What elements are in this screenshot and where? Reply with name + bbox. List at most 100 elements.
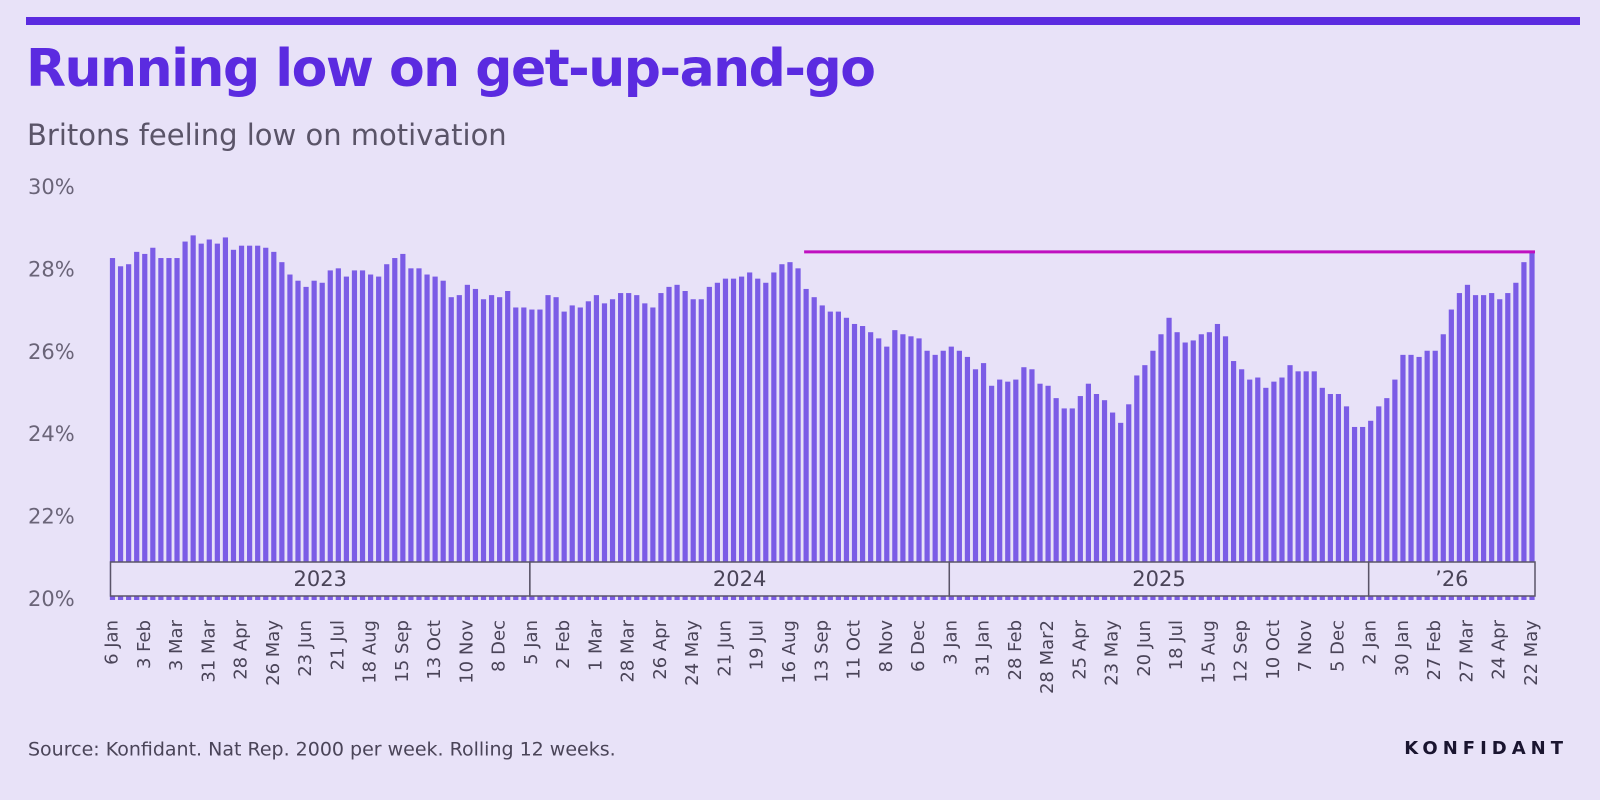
bar: [1416, 356, 1422, 600]
bar: [287, 274, 293, 600]
bar: [650, 307, 656, 600]
x-tick-label: 25 Apr: [1069, 619, 1090, 679]
bar: [1214, 323, 1221, 600]
bar: [835, 311, 841, 600]
bar: [1513, 282, 1519, 600]
bar: [964, 356, 971, 600]
x-tick-label: 10 Nov: [456, 620, 477, 684]
bar: [1174, 332, 1180, 600]
bar: [214, 243, 220, 600]
bar: [1521, 262, 1527, 600]
bar: [1150, 350, 1156, 600]
bar: [1239, 369, 1245, 600]
bar: [892, 330, 898, 600]
bar: [843, 317, 850, 600]
x-tick-label: 13 Oct: [424, 620, 445, 680]
x-tick-label: 19 Jul: [747, 620, 768, 670]
bar: [1392, 379, 1398, 600]
bar: [1279, 377, 1285, 600]
bar: [1360, 426, 1366, 600]
x-tick-label: 15 Aug: [1198, 620, 1219, 684]
x-tick-label: 6 Dec: [908, 620, 929, 672]
bar: [1142, 365, 1148, 600]
bar: [408, 268, 414, 600]
year-label: ’26: [1435, 567, 1468, 591]
bar: [972, 369, 979, 600]
bar: [1061, 408, 1067, 600]
x-tick-label: 20 Jun: [1134, 620, 1155, 677]
bar: [505, 291, 511, 600]
bar: [924, 350, 930, 600]
bar: [351, 270, 358, 600]
bar: [158, 258, 164, 600]
bar: [263, 247, 269, 601]
bar: [303, 286, 309, 600]
bar: [1110, 412, 1116, 600]
bar: [690, 299, 696, 600]
x-tick-label: 28 Mar2: [1037, 620, 1058, 694]
bar: [859, 326, 866, 600]
x-tick-label: 2 Feb: [553, 620, 574, 669]
bar: [658, 293, 664, 600]
bar: [1464, 284, 1471, 600]
bar: [230, 249, 237, 601]
bar: [714, 282, 721, 600]
bar: [771, 272, 777, 600]
bar: [464, 284, 470, 600]
bar: [1029, 369, 1035, 600]
x-tick-label: 3 Feb: [134, 620, 155, 669]
bar: [1303, 371, 1309, 600]
bar: [1045, 385, 1051, 600]
x-tick-label: 24 Apr: [1489, 619, 1510, 679]
x-tick-label: 26 May: [263, 620, 284, 686]
bar: [1489, 293, 1495, 600]
bar: [763, 282, 769, 600]
bar: [295, 280, 301, 600]
bar: [1077, 396, 1083, 600]
bar: [1448, 309, 1454, 600]
top-rule: [26, 17, 1580, 25]
bar: [335, 268, 341, 600]
bar: [738, 276, 745, 600]
bar: [432, 276, 438, 600]
bar: [989, 385, 995, 600]
bar: [1222, 336, 1229, 600]
x-tick-label: 7 Nov: [1295, 620, 1316, 673]
x-tick-label: 16 Aug: [779, 620, 800, 684]
bar: [1295, 371, 1301, 600]
year-label: 2023: [293, 567, 346, 591]
bar: [1287, 365, 1293, 600]
bar: [553, 297, 559, 600]
x-tick-label: 3 Mar: [166, 619, 187, 671]
bar: [1182, 342, 1188, 600]
bar: [1021, 367, 1027, 600]
bar: [1376, 406, 1382, 600]
x-tick-label: 24 May: [682, 620, 703, 686]
brand-logo: KONFIDANT: [1404, 738, 1568, 759]
x-tick-label: 2 Jan: [1360, 620, 1381, 665]
bar: [1005, 381, 1011, 600]
bar: [247, 245, 253, 600]
y-tick-label: 28%: [28, 257, 75, 281]
bar: [1456, 293, 1463, 600]
bar: [392, 258, 398, 600]
bar: [1013, 379, 1019, 600]
bar: [1472, 295, 1479, 600]
bar: [424, 274, 430, 600]
bar: [1497, 299, 1503, 600]
bar: [1037, 383, 1043, 600]
bar: [521, 307, 527, 600]
bar: [1400, 354, 1406, 600]
bar: [1134, 375, 1140, 600]
bar: [206, 239, 212, 600]
x-tick-label: 6 Jan: [102, 620, 123, 665]
bar: [948, 346, 954, 600]
year-band: [1367, 561, 1536, 597]
bar: [1327, 394, 1333, 600]
bar: [1351, 426, 1358, 600]
bar: [480, 299, 487, 600]
bar: [327, 270, 333, 600]
bar: [1368, 420, 1374, 600]
bar: [319, 282, 325, 600]
